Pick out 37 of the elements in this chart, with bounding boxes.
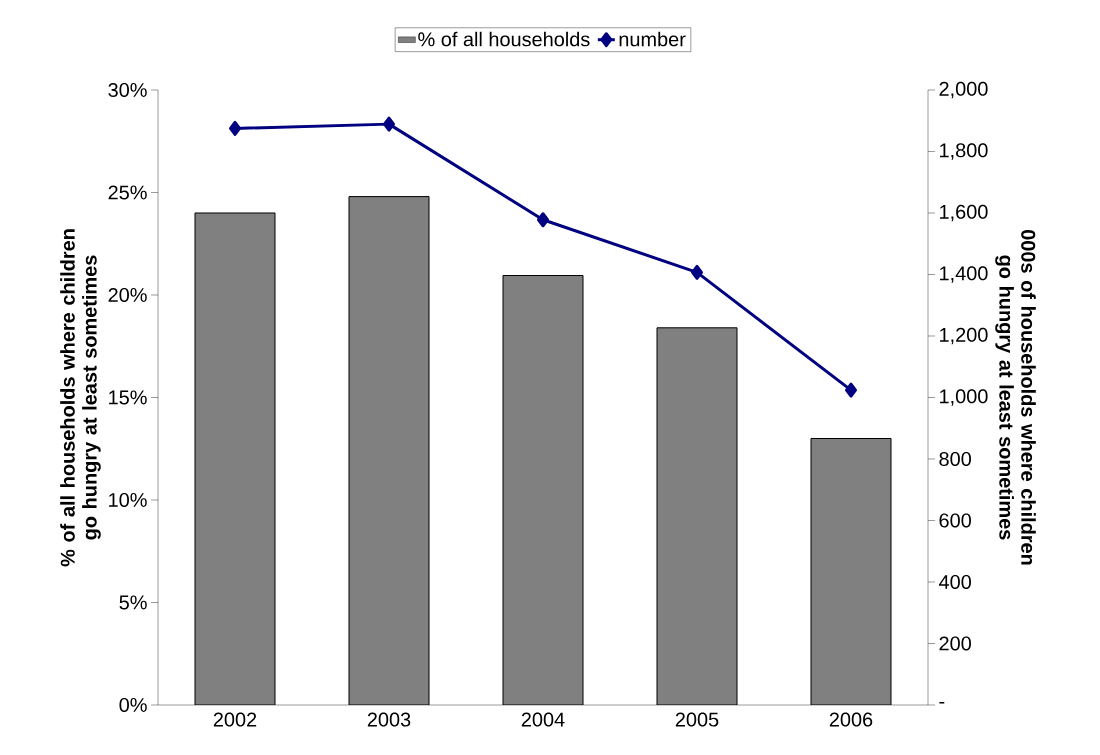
legend-label: number [619, 31, 686, 47]
point [845, 382, 857, 398]
y-tick-label: 30% [108, 82, 147, 98]
y2-tick-label: 1,600 [940, 204, 988, 222]
y2-tick-label: 1,400 [940, 266, 988, 283]
y2-tick-label: 1,800 [940, 143, 988, 160]
bar [348, 196, 430, 705]
y2-axis-title: 000s of households where children go hungry at least sometimes [995, 229, 1036, 565]
y2-tick-label: 800 [939, 451, 971, 467]
legend-label: % of all households [418, 31, 590, 47]
x-tick-label: 2003 [367, 712, 411, 727]
point [691, 264, 703, 280]
x-tick-label: 2006 [829, 712, 873, 727]
bar [502, 275, 584, 705]
y2-tick-label: 600 [939, 513, 971, 528]
x-tick-label: 2004 [521, 712, 565, 727]
point [537, 212, 549, 228]
x-tick-label: 2002 [213, 712, 257, 727]
y-tick-label: 5% [119, 595, 147, 610]
point [229, 120, 241, 136]
y-tick-label: 20% [108, 287, 147, 303]
y-tick-label: 25% [108, 185, 147, 200]
y2-tick-label: 400 [938, 574, 971, 590]
x-tick-label: 2005 [675, 712, 719, 727]
bar [656, 327, 738, 705]
y2-tick-label: 200 [939, 636, 971, 651]
y2-tick-label: 1,200 [940, 327, 988, 345]
y2-tick-label: 1,000 [940, 389, 988, 406]
bar [810, 438, 892, 705]
y-axis-title: % of all households where children go hungry at least sometimes [60, 229, 101, 567]
y-tick-label: 0% [119, 697, 147, 713]
point [383, 116, 395, 132]
y-tick-label: 10% [109, 492, 147, 508]
y-tick-label: 15% [109, 390, 147, 405]
bar [194, 212, 276, 705]
y2-tick-label: - [939, 701, 945, 704]
y2-tick-label: 2,000 [939, 81, 988, 99]
